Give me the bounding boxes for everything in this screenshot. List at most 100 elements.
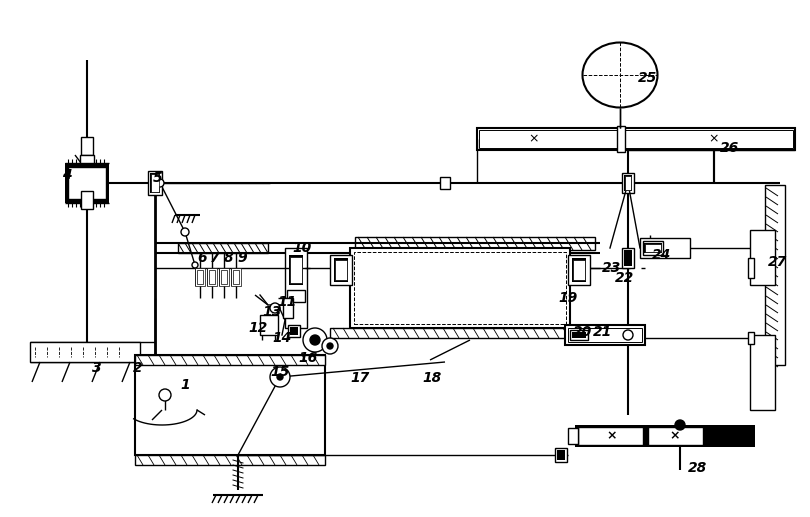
- Bar: [477, 128, 795, 150]
- Circle shape: [277, 374, 283, 380]
- Text: 15: 15: [271, 365, 290, 379]
- Bar: [570, 330, 588, 340]
- Bar: [207, 268, 217, 286]
- Bar: [209, 270, 215, 284]
- Bar: [335, 260, 347, 280]
- Bar: [557, 450, 565, 460]
- Circle shape: [181, 228, 189, 236]
- Bar: [65, 163, 109, 203]
- Bar: [260, 315, 278, 335]
- Text: 10: 10: [292, 241, 312, 255]
- Bar: [80, 155, 94, 163]
- Bar: [283, 298, 293, 318]
- Text: 3: 3: [92, 361, 102, 375]
- Text: ×: ×: [670, 430, 680, 443]
- Bar: [617, 126, 625, 152]
- Circle shape: [675, 420, 685, 430]
- Text: 14: 14: [272, 331, 292, 345]
- Text: 1: 1: [180, 378, 190, 392]
- Bar: [285, 248, 307, 328]
- Text: ×: ×: [529, 132, 539, 145]
- Text: 8: 8: [224, 251, 232, 265]
- Text: 13: 13: [262, 305, 282, 319]
- Bar: [219, 268, 229, 286]
- Bar: [135, 355, 325, 455]
- Bar: [572, 258, 586, 282]
- Bar: [197, 270, 203, 284]
- Bar: [135, 355, 325, 365]
- Bar: [81, 137, 93, 155]
- Text: 17: 17: [351, 371, 369, 385]
- Text: 24: 24: [652, 248, 671, 262]
- Bar: [750, 230, 775, 285]
- Bar: [231, 268, 241, 286]
- Circle shape: [270, 367, 290, 387]
- Bar: [195, 268, 205, 286]
- Bar: [645, 244, 661, 252]
- Bar: [355, 237, 595, 250]
- Circle shape: [192, 262, 198, 268]
- Bar: [231, 268, 241, 286]
- Bar: [622, 173, 634, 193]
- Circle shape: [623, 330, 633, 340]
- Bar: [195, 268, 205, 286]
- Circle shape: [310, 335, 320, 345]
- Circle shape: [322, 338, 338, 354]
- Bar: [150, 173, 160, 193]
- Text: 25: 25: [638, 71, 658, 85]
- Text: 12: 12: [249, 321, 267, 335]
- Bar: [648, 427, 703, 445]
- Bar: [290, 327, 298, 335]
- Text: 7: 7: [210, 251, 220, 265]
- Text: 28: 28: [688, 461, 708, 475]
- Text: 21: 21: [594, 325, 612, 339]
- Bar: [624, 250, 632, 266]
- Text: 19: 19: [558, 291, 578, 305]
- Bar: [287, 290, 305, 302]
- Bar: [765, 185, 785, 365]
- Text: 20: 20: [573, 325, 593, 339]
- Bar: [350, 248, 570, 328]
- Bar: [290, 257, 302, 283]
- Bar: [148, 171, 162, 195]
- Bar: [233, 270, 239, 284]
- Bar: [81, 191, 93, 209]
- Text: 18: 18: [422, 371, 441, 385]
- Text: 5: 5: [153, 171, 163, 185]
- Text: 9: 9: [237, 251, 247, 265]
- Text: 27: 27: [769, 255, 787, 269]
- Bar: [289, 255, 303, 285]
- Bar: [568, 328, 642, 342]
- Bar: [640, 238, 690, 258]
- Bar: [568, 255, 590, 285]
- Bar: [288, 325, 300, 337]
- Bar: [555, 448, 567, 462]
- Text: 4: 4: [62, 168, 72, 182]
- Bar: [565, 325, 645, 345]
- Text: 2: 2: [133, 361, 143, 375]
- Bar: [68, 167, 106, 199]
- Bar: [219, 268, 229, 286]
- Bar: [622, 248, 634, 268]
- Circle shape: [327, 343, 333, 349]
- Circle shape: [270, 303, 280, 313]
- Bar: [644, 243, 662, 253]
- Bar: [221, 270, 227, 284]
- Bar: [643, 241, 663, 255]
- Bar: [568, 428, 578, 444]
- Bar: [750, 335, 775, 410]
- Bar: [572, 332, 586, 338]
- Text: 6: 6: [197, 251, 207, 265]
- Bar: [178, 243, 268, 253]
- Text: 16: 16: [298, 351, 318, 365]
- Bar: [573, 260, 585, 280]
- Circle shape: [159, 389, 171, 401]
- Bar: [440, 177, 450, 189]
- Bar: [575, 425, 755, 447]
- Bar: [135, 455, 325, 465]
- Bar: [330, 255, 352, 285]
- Text: 26: 26: [720, 141, 740, 155]
- Bar: [748, 332, 754, 344]
- Bar: [624, 175, 632, 191]
- Bar: [207, 268, 217, 286]
